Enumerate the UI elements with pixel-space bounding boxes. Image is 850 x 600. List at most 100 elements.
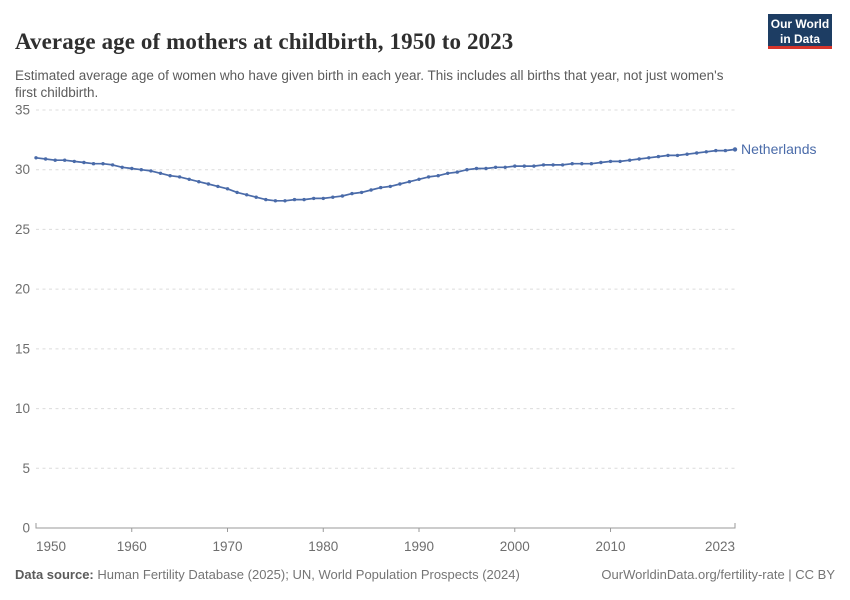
data-point[interactable] bbox=[82, 160, 86, 165]
y-tick-label: 10 bbox=[15, 401, 30, 416]
data-point[interactable] bbox=[340, 194, 345, 198]
y-tick-label: 15 bbox=[15, 341, 30, 356]
x-tick-label: 2023 bbox=[705, 539, 735, 554]
data-point[interactable] bbox=[493, 165, 498, 169]
data-point[interactable] bbox=[331, 195, 335, 199]
x-tick-label: 1960 bbox=[117, 539, 147, 554]
data-point[interactable] bbox=[513, 164, 517, 168]
data-point[interactable] bbox=[110, 163, 115, 167]
data-point[interactable] bbox=[570, 162, 574, 166]
y-tick-label: 35 bbox=[15, 103, 30, 118]
data-point[interactable] bbox=[139, 168, 143, 172]
data-point[interactable] bbox=[235, 190, 239, 195]
y-tick-label: 30 bbox=[15, 162, 30, 177]
data-point[interactable] bbox=[417, 177, 421, 181]
series-line-netherlands[interactable] bbox=[35, 148, 736, 202]
data-point[interactable] bbox=[666, 153, 670, 158]
data-point[interactable] bbox=[264, 197, 268, 202]
data-point[interactable] bbox=[455, 170, 459, 174]
owid-link[interactable]: OurWorldinData.org/fertility-rate | CC B… bbox=[601, 567, 835, 582]
x-tick-label: 1980 bbox=[308, 539, 338, 554]
data-point[interactable] bbox=[695, 151, 699, 155]
data-point[interactable] bbox=[245, 193, 249, 197]
data-point[interactable] bbox=[436, 174, 440, 178]
data-point[interactable] bbox=[474, 166, 479, 171]
data-point[interactable] bbox=[522, 164, 526, 168]
data-point[interactable] bbox=[283, 199, 287, 203]
data-point[interactable] bbox=[426, 175, 431, 179]
x-tick-label: 1950 bbox=[36, 539, 66, 554]
x-tick-label: 2010 bbox=[595, 539, 625, 554]
data-point[interactable] bbox=[130, 166, 134, 171]
data-source-text: Human Fertility Database (2025); UN, Wor… bbox=[93, 567, 520, 582]
data-point[interactable] bbox=[187, 177, 191, 181]
data-point[interactable] bbox=[34, 156, 38, 160]
data-source-label: Data source: bbox=[15, 567, 94, 582]
x-tick-label: 2000 bbox=[500, 539, 530, 554]
y-tick-label: 0 bbox=[22, 521, 30, 536]
data-point[interactable] bbox=[541, 163, 546, 167]
data-point[interactable] bbox=[580, 162, 584, 166]
data-point[interactable] bbox=[62, 158, 67, 162]
data-point[interactable] bbox=[446, 171, 450, 175]
data-point[interactable] bbox=[273, 199, 278, 203]
data-point[interactable] bbox=[177, 175, 182, 179]
chart-footer: Data source: Human Fertility Database (2… bbox=[15, 567, 835, 582]
data-point[interactable] bbox=[101, 162, 105, 166]
data-point[interactable] bbox=[465, 168, 469, 172]
data-point[interactable] bbox=[206, 182, 211, 186]
data-point[interactable] bbox=[685, 152, 689, 156]
data-point[interactable] bbox=[398, 182, 402, 186]
series-end-label[interactable]: Netherlands bbox=[741, 141, 817, 157]
x-axis bbox=[35, 523, 736, 529]
data-point[interactable] bbox=[589, 162, 594, 166]
data-point[interactable] bbox=[312, 196, 316, 201]
data-point[interactable] bbox=[149, 169, 153, 173]
data-point[interactable] bbox=[714, 148, 718, 153]
data-point[interactable] bbox=[732, 147, 738, 152]
x-tick-label: 1990 bbox=[404, 539, 434, 554]
y-tick-label: 25 bbox=[15, 222, 30, 237]
line-chart[interactable]: 0 5 10 15 20 25 30 35 1950 1960 1970 1980 1990 2000 20… bbox=[0, 0, 850, 565]
data-point[interactable] bbox=[53, 158, 57, 162]
data-point[interactable] bbox=[608, 159, 613, 164]
data-point[interactable] bbox=[302, 197, 306, 202]
chart-svg[interactable]: 0 5 10 15 20 25 30 35 1950 1960 1970 1980 1990 2000 20… bbox=[0, 0, 850, 565]
data-point[interactable] bbox=[675, 153, 680, 158]
data-point[interactable] bbox=[158, 171, 163, 175]
x-tick-label: 1970 bbox=[212, 539, 242, 554]
data-point[interactable] bbox=[618, 159, 622, 164]
data-point[interactable] bbox=[216, 184, 220, 189]
data-point[interactable] bbox=[197, 180, 201, 184]
data-point[interactable] bbox=[120, 165, 124, 169]
data-source: Data source: Human Fertility Database (2… bbox=[15, 567, 520, 582]
data-point[interactable] bbox=[551, 163, 555, 167]
data-point[interactable] bbox=[388, 184, 392, 189]
data-point[interactable] bbox=[72, 159, 77, 164]
data-point[interactable] bbox=[359, 190, 364, 195]
data-point[interactable] bbox=[407, 180, 412, 184]
data-point[interactable] bbox=[656, 154, 661, 159]
data-point[interactable] bbox=[637, 157, 641, 161]
owid-logo[interactable]: Our World in Data bbox=[768, 14, 832, 49]
data-point[interactable] bbox=[254, 195, 258, 199]
data-point[interactable] bbox=[369, 188, 373, 192]
data-point[interactable] bbox=[647, 156, 651, 160]
data-point[interactable] bbox=[599, 160, 603, 165]
data-point[interactable] bbox=[350, 191, 354, 196]
data-point[interactable] bbox=[503, 165, 507, 169]
data-point[interactable] bbox=[168, 174, 172, 178]
data-point[interactable] bbox=[321, 196, 325, 201]
owid-logo-line1: Our World bbox=[770, 17, 830, 31]
data-point[interactable] bbox=[532, 164, 536, 168]
data-point[interactable] bbox=[379, 185, 383, 190]
data-point[interactable] bbox=[292, 197, 297, 202]
data-point[interactable] bbox=[91, 162, 96, 166]
data-point[interactable] bbox=[628, 158, 632, 162]
data-point[interactable] bbox=[560, 163, 565, 167]
data-point[interactable] bbox=[723, 148, 728, 153]
data-point[interactable] bbox=[484, 166, 488, 171]
data-point[interactable] bbox=[704, 150, 708, 154]
data-point[interactable] bbox=[43, 157, 48, 161]
data-point[interactable] bbox=[225, 187, 230, 191]
